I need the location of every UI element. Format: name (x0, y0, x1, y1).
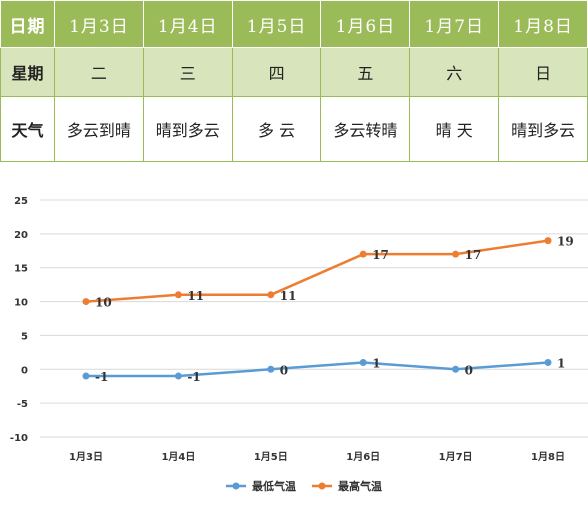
data-point (82, 372, 90, 380)
data-label: 1 (557, 357, 565, 371)
data-point (267, 291, 275, 299)
date-cell: 1月6日 (320, 0, 411, 48)
data-label: 11 (280, 289, 297, 303)
date-cell: 1月5日 (231, 0, 322, 48)
data-point (544, 237, 552, 245)
x-tick-label: 1月7日 (439, 451, 473, 463)
data-label: 17 (465, 248, 482, 262)
data-label: 0 (465, 363, 473, 377)
x-tick-label: 1月3日 (69, 451, 103, 463)
weekday-cell: 二 (54, 47, 144, 97)
data-label: 17 (372, 248, 389, 262)
date-row-label: 日期 (0, 0, 55, 48)
weather-cell: 晴到多云 (142, 96, 233, 162)
weekday-cell: 六 (409, 47, 500, 97)
weather-row: 天气 多云到晴 晴到多云 多 云 多云转晴 晴 天 晴到多云 (0, 96, 588, 162)
data-point (174, 372, 182, 380)
weekday-cell: 日 (498, 47, 588, 97)
weather-cell: 晴 天 (409, 96, 500, 162)
data-point (452, 250, 460, 258)
weekday-row: 星期 二 三 四 五 六 日 (0, 47, 588, 97)
data-label: 19 (557, 235, 574, 249)
date-cell: 1月3日 (54, 0, 144, 48)
date-cell: 1月8日 (498, 0, 588, 48)
y-tick-label: -5 (17, 399, 28, 410)
x-tick-label: 1月5日 (254, 451, 288, 463)
weather-cell: 多 云 (231, 96, 322, 162)
y-tick-label: 15 (14, 264, 28, 275)
data-label: 0 (280, 363, 288, 377)
data-point (452, 365, 460, 373)
data-point (174, 291, 182, 299)
weekday-cell: 四 (231, 47, 322, 97)
y-tick-label: 25 (14, 196, 28, 207)
data-point (359, 250, 367, 258)
data-point (359, 359, 367, 367)
x-tick-label: 1月6日 (346, 451, 380, 463)
weekday-row-label: 星期 (0, 47, 55, 97)
series-line (85, 239, 549, 303)
legend-marker (232, 482, 240, 490)
weather-row-label: 天气 (0, 96, 55, 162)
legend-label: 最低气温 (252, 479, 296, 493)
weekday-cell: 三 (142, 47, 233, 97)
data-label: -1 (187, 370, 200, 384)
y-tick-label: 20 (14, 230, 28, 241)
date-cell: 1月4日 (142, 0, 233, 48)
y-tick-label: 5 (21, 331, 28, 342)
y-tick-label: 0 (21, 365, 28, 376)
weekday-cell: 五 (320, 47, 411, 97)
data-label: 1 (372, 357, 380, 371)
data-point (267, 365, 275, 373)
data-label: 10 (95, 296, 112, 310)
weather-cell: 多云转晴 (320, 96, 411, 162)
x-tick-label: 1月4日 (161, 451, 195, 463)
y-tick-label: -10 (10, 433, 28, 444)
data-label: 11 (187, 289, 204, 303)
weather-cell: 多云到晴 (54, 96, 144, 162)
y-tick-label: 10 (14, 298, 28, 309)
data-point (544, 359, 552, 367)
weather-forecast-table: 日期 1月3日 1月4日 1月5日 1月6日 1月7日 1月8日 星期 二 三 … (0, 0, 588, 162)
weather-cell: 晴到多云 (498, 96, 588, 162)
legend-marker (318, 482, 326, 490)
x-tick-label: 1月8日 (531, 451, 565, 463)
legend-label: 最高气温 (338, 479, 382, 493)
series-line (86, 361, 549, 378)
data-label: -1 (95, 370, 108, 384)
date-row: 日期 1月3日 1月4日 1月5日 1月6日 1月7日 1月8日 (0, 0, 588, 48)
data-point (82, 298, 90, 306)
date-cell: 1月7日 (409, 0, 500, 48)
